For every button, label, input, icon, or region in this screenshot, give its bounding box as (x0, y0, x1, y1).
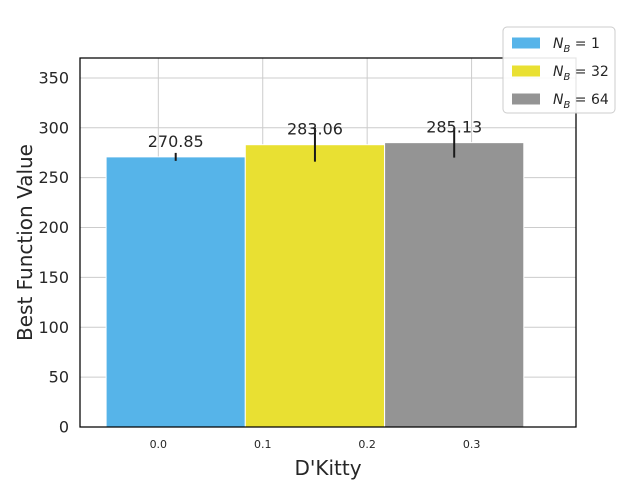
y-tick-labels: 0 50 100 150 200 250 300 350 (38, 68, 69, 436)
data-labels: 270.85 283.06 285.13 (148, 118, 482, 151)
bar (384, 142, 525, 428)
data-label: 285.13 (426, 118, 482, 137)
data-label: 270.85 (148, 132, 204, 151)
bars (105, 142, 525, 428)
data-label: 283.06 (287, 120, 343, 139)
x-tick-labels: 0.0 0.1 0.2 0.3 (150, 438, 481, 451)
legend-swatch (512, 93, 540, 105)
y-tick-label: 350 (38, 68, 69, 87)
legend-label: NB = 1 (553, 36, 600, 55)
x-tick-label: 0.3 (463, 438, 481, 451)
y-tick-label: 50 (49, 368, 69, 387)
x-tick-label: 0.1 (254, 438, 272, 451)
x-axis-label: D'Kitty (294, 456, 361, 480)
plot-frame (79, 57, 577, 428)
y-tick-label: 250 (38, 168, 69, 187)
x-tick-label: 0.2 (358, 438, 376, 451)
y-tick-label: 100 (38, 318, 69, 337)
bar (244, 144, 386, 428)
x-tick-label: 0.0 (150, 438, 168, 451)
y-tick-label: 0 (59, 418, 69, 437)
legend-swatch (512, 65, 540, 77)
y-tick-label: 150 (38, 268, 69, 287)
legend-label: NB = 32 (553, 64, 609, 83)
legend-swatch (512, 37, 540, 49)
y-tick-label: 200 (38, 218, 69, 237)
legend-label: NB = 64 (553, 92, 609, 111)
bar (105, 156, 246, 428)
legend: NB = 1 NB = 32 NB = 64 (502, 26, 616, 114)
y-tick-label: 300 (38, 118, 69, 137)
error-bars (174, 127, 456, 162)
y-axis-label: Best Function Value (13, 144, 37, 341)
